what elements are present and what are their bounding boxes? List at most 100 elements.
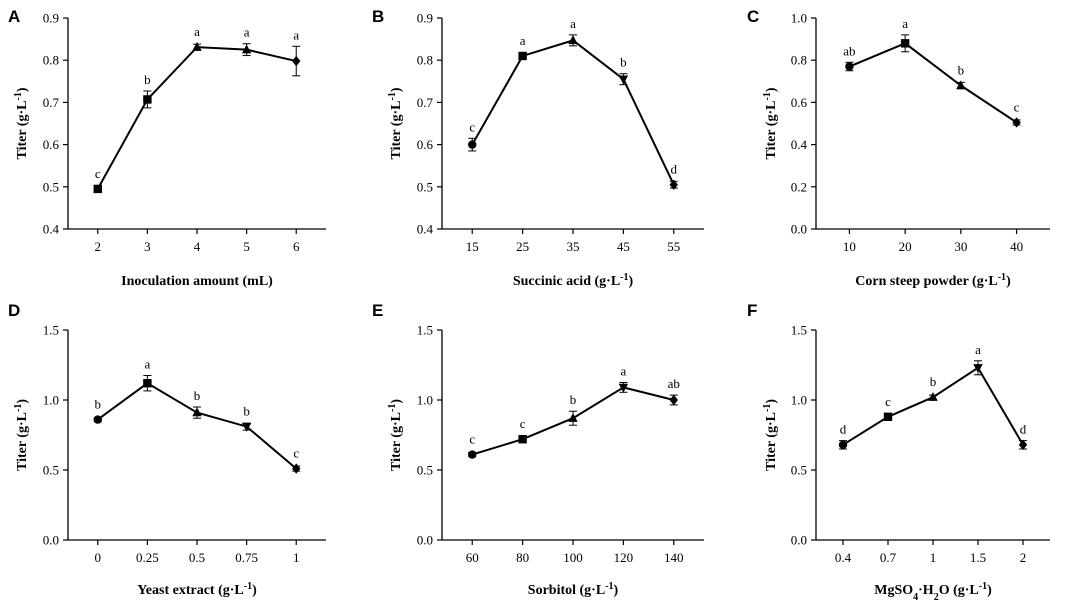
significance-label: ab: [843, 43, 855, 58]
significance-label: b: [243, 404, 250, 419]
y-tick-label: 0.5: [43, 463, 59, 478]
panel-c: 0.0 0.2 0.4 0.6 0.8 1.0 10 20 30 40 C Titer (g·L-1)…: [747, 7, 1050, 289]
x-tick-label: 55: [667, 239, 680, 254]
y-axis-title: Titer (g·L-1): [387, 87, 405, 159]
y-axis-title: Titer (g·L-1): [762, 87, 780, 159]
significance-label: c: [293, 446, 299, 461]
data-point: [618, 75, 629, 85]
x-tick-label: 15: [466, 239, 479, 254]
data-point: [883, 412, 893, 421]
y-tick-label: 0.6: [417, 137, 434, 152]
data-point: [518, 435, 527, 444]
y-tick-label: 1.0: [791, 393, 807, 408]
data-point: [192, 407, 202, 417]
y-tick-label: 1.0: [417, 393, 433, 408]
y-tick-label: 0.5: [417, 179, 433, 194]
y-tick-label: 1.5: [417, 323, 433, 338]
significance-label: a: [620, 364, 626, 379]
y-tick-label: 0.2: [791, 179, 807, 194]
y-tick-label: 0.4: [43, 222, 60, 237]
panel-letter: B: [372, 7, 384, 26]
data-point: [900, 39, 910, 48]
significance-label: c: [1014, 99, 1020, 114]
x-axis-title: Yeast extract (g·L-1): [137, 581, 257, 599]
y-tick-label: 0.7: [43, 95, 60, 110]
data-point: [93, 184, 102, 194]
x-axis-title: Inoculation amount (mL): [121, 274, 273, 289]
significance-label: a: [520, 33, 526, 48]
data-point: [568, 413, 578, 422]
y-tick-label: 1.5: [43, 323, 59, 338]
data-point: [292, 463, 301, 474]
x-tick-label: 1: [930, 550, 937, 565]
significance-label: c: [885, 394, 891, 409]
x-tick-label: 100: [563, 550, 583, 565]
x-tick-label: 30: [954, 239, 967, 254]
significance-label: a: [902, 16, 908, 31]
significance-label: ab: [668, 376, 680, 391]
x-tick-label: 1: [293, 550, 300, 565]
x-axis-title: Corn steep powder (g·L-1): [855, 272, 1011, 290]
significance-label: d: [671, 162, 678, 177]
y-tick-label: 0.5: [417, 463, 433, 478]
x-tick-label: 35: [567, 239, 580, 254]
x-tick-label: 10: [843, 239, 856, 254]
panel-letter: C: [747, 7, 759, 26]
data-point: [1018, 439, 1028, 450]
x-tick-label: 0.25: [136, 550, 159, 565]
data-point: [669, 179, 678, 190]
x-tick-label: 80: [516, 550, 529, 565]
significance-label: d: [1020, 422, 1027, 437]
x-tick-label: 2: [1020, 550, 1027, 565]
panel-b: 0.4 0.5 0.6 0.7 0.8 0.9 15 25 35 45 55 B Titer (g·L-…: [372, 7, 704, 289]
data-point: [1012, 117, 1021, 128]
data-point: [838, 440, 848, 449]
data-point: [241, 422, 252, 432]
x-tick-label: 2: [95, 239, 102, 254]
data-point: [468, 140, 477, 149]
x-tick-label: 0.5: [189, 550, 205, 565]
significance-label: b: [144, 72, 151, 87]
y-tick-label: 1.0: [791, 11, 807, 26]
y-axis-title: Titer (g·L-1): [13, 87, 31, 159]
significance-label: c: [469, 119, 475, 134]
significance-label: c: [469, 432, 475, 447]
y-tick-label: 0.8: [43, 53, 59, 68]
significance-label: a: [194, 24, 200, 39]
y-axis-title: Titer (g·L-1): [387, 399, 405, 471]
data-point: [143, 379, 152, 388]
significance-label: a: [244, 25, 250, 40]
x-tick-label: 0.4: [835, 550, 852, 565]
y-tick-label: 0.0: [43, 533, 59, 548]
x-tick-label: 5: [243, 239, 250, 254]
y-tick-label: 0.0: [791, 222, 807, 237]
x-tick-label: 0: [95, 550, 102, 565]
x-tick-label: 60: [466, 550, 479, 565]
data-point: [143, 95, 152, 104]
x-tick-label: 0.7: [880, 550, 897, 565]
x-tick-label: 140: [664, 550, 684, 565]
significance-label: b: [958, 63, 965, 78]
panel-letter: F: [747, 301, 757, 320]
x-tick-label: 0.75: [235, 550, 258, 565]
y-tick-label: 0.0: [791, 533, 807, 548]
significance-label: c: [520, 416, 526, 431]
y-tick-label: 0.4: [417, 222, 434, 237]
series-line: [96, 46, 297, 190]
y-tick-label: 0.5: [791, 463, 807, 478]
significance-label: b: [570, 392, 577, 407]
significance-label: b: [930, 374, 937, 389]
significance-label: a: [570, 16, 576, 31]
y-tick-label: 0.9: [43, 11, 59, 26]
x-tick-label: 40: [1010, 239, 1023, 254]
significance-label: c: [95, 166, 101, 181]
significance-label: b: [194, 388, 201, 403]
panel-letter: E: [372, 301, 383, 320]
x-tick-label: 120: [614, 550, 634, 565]
y-tick-label: 0.5: [43, 179, 59, 194]
data-point: [292, 55, 301, 67]
x-axis-title: Succinic acid (g·L-1): [513, 272, 634, 290]
panel-d: 0.0 0.5 1.0 1.5 0 0.25 0.5 0.75 1 D Titer (g·L-1) Y…: [8, 301, 326, 598]
x-tick-label: 1.5: [970, 550, 986, 565]
